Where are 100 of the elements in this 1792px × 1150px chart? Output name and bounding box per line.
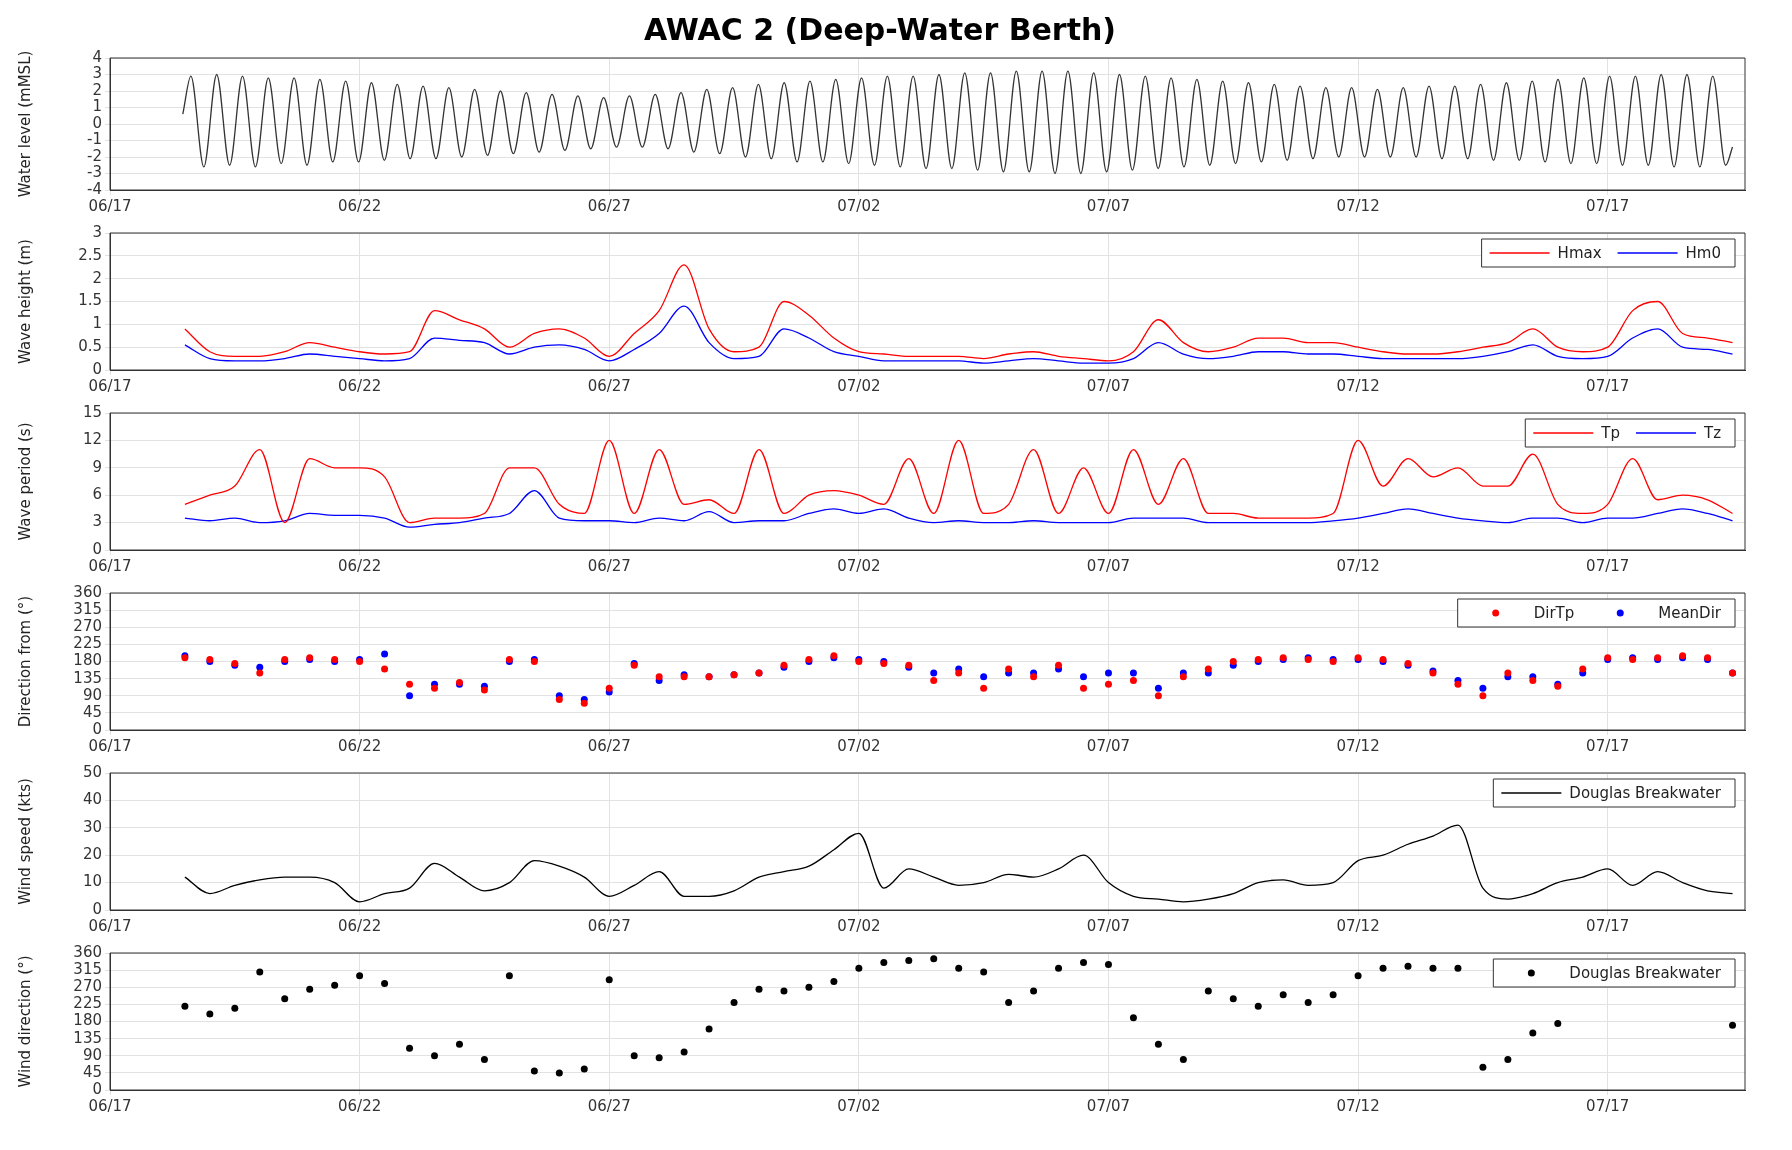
x-tick-label: 07/02 — [837, 556, 881, 575]
x-tick-label: 07/17 — [1586, 556, 1630, 575]
x-tick-label: 06/17 — [88, 556, 132, 575]
y-tick-label: 40 — [82, 790, 102, 809]
x-tick-label: 06/17 — [88, 1096, 132, 1115]
x-tick-label: 07/07 — [1086, 1096, 1131, 1115]
y-tick-label: 90 — [82, 1045, 102, 1064]
y-tick-label: 225 — [73, 634, 102, 653]
legend-label: Douglas Breakwater — [1569, 783, 1722, 802]
x-tick-label: 07/12 — [1336, 376, 1380, 395]
y-axis-title: Direction from (°) — [15, 595, 34, 728]
y-tick-label: 225 — [73, 994, 102, 1013]
y-tick-label: 45 — [82, 702, 102, 721]
y-tick-label: 2.5 — [78, 245, 102, 264]
y-tick-label: 180 — [73, 1011, 102, 1030]
y-tick-label: 50 — [82, 762, 102, 781]
x-tick-label: 06/17 — [88, 196, 132, 215]
x-tick-label: 07/02 — [837, 736, 881, 755]
y-tick-label: 0 — [92, 113, 102, 132]
legend-label: Tz — [1702, 423, 1722, 442]
x-tick-label: 06/22 — [338, 1096, 382, 1115]
x-tick-label: 07/07 — [1086, 556, 1131, 575]
y-tick-label: 4 — [92, 47, 102, 66]
x-tick-label: 07/12 — [1336, 196, 1380, 215]
y-tick-label: -2 — [87, 146, 102, 165]
y-tick-label: 15 — [82, 402, 102, 421]
y-tick-label: 315 — [73, 960, 102, 979]
x-tick-label: 07/17 — [1586, 1096, 1630, 1115]
y-axis-title: Wave height (m) — [15, 239, 34, 364]
y-tick-label: 1 — [92, 314, 102, 333]
y-tick-label: 2 — [92, 80, 102, 99]
y-tick-label: 0 — [92, 719, 102, 738]
y-tick-label: 3 — [92, 222, 102, 241]
y-tick-label: 1 — [92, 97, 102, 116]
x-tick-label: 07/07 — [1086, 736, 1131, 755]
y-tick-label: 2 — [92, 268, 102, 287]
legend-label: Hm0 — [1685, 243, 1721, 262]
x-tick-label: 06/27 — [587, 196, 631, 215]
x-tick-label: 07/02 — [837, 1096, 881, 1115]
x-tick-label: 07/12 — [1336, 916, 1380, 935]
y-tick-label: 6 — [92, 485, 102, 504]
x-tick-label: 07/07 — [1086, 916, 1131, 935]
y-tick-label: 3 — [92, 512, 102, 531]
x-tick-label: 07/12 — [1336, 556, 1380, 575]
x-tick-label: 06/27 — [587, 1096, 631, 1115]
x-tick-label: 07/02 — [837, 196, 881, 215]
x-tick-label: 06/17 — [88, 736, 132, 755]
y-axis-title: Water level (mMSL) — [15, 50, 34, 198]
legend-label: Hmax — [1557, 243, 1602, 262]
x-tick-label: 07/02 — [837, 376, 881, 395]
x-tick-label: 06/22 — [338, 736, 382, 755]
legend-label: Douglas Breakwater — [1569, 963, 1722, 982]
y-tick-label: -3 — [87, 163, 102, 182]
y-tick-label: 90 — [82, 685, 102, 704]
x-tick-label: 06/27 — [587, 916, 631, 935]
y-tick-label: 10 — [82, 872, 102, 891]
y-axis-title: Wind direction (°) — [15, 955, 34, 1088]
x-tick-label: 07/17 — [1586, 736, 1630, 755]
legend-label: DirTp — [1533, 603, 1575, 622]
x-tick-label: 07/12 — [1336, 1096, 1380, 1115]
x-tick-label: 06/27 — [587, 376, 631, 395]
x-tick-label: 07/07 — [1086, 376, 1131, 395]
y-tick-label: 180 — [73, 651, 102, 670]
y-tick-label: 360 — [73, 942, 102, 961]
y-tick-label: 315 — [73, 600, 102, 619]
chart-title: AWAC 2 (Deep-Water Berth) — [643, 11, 1117, 47]
x-tick-label: 06/22 — [338, 196, 382, 215]
x-tick-label: 07/07 — [1086, 196, 1131, 215]
y-tick-label: 135 — [73, 1028, 102, 1047]
x-tick-label: 07/12 — [1336, 736, 1380, 755]
x-tick-label: 06/22 — [338, 556, 382, 575]
y-tick-label: 270 — [73, 617, 102, 636]
y-tick-label: 45 — [82, 1062, 102, 1081]
x-tick-label: 06/17 — [88, 916, 132, 935]
y-tick-label: -1 — [87, 130, 102, 149]
x-tick-label: 06/27 — [587, 736, 631, 755]
y-tick-label: 0 — [92, 539, 102, 558]
legend-label: MeanDir — [1658, 603, 1722, 622]
x-tick-label: 06/27 — [587, 556, 631, 575]
x-tick-label: 07/17 — [1586, 376, 1630, 395]
y-tick-label: 0 — [92, 899, 102, 918]
y-axis-title: Wave period (s) — [15, 422, 34, 541]
y-tick-label: 9 — [92, 457, 102, 476]
legend-label: Tp — [1600, 423, 1620, 442]
y-tick-label: 0 — [92, 1079, 102, 1098]
y-tick-label: -4 — [87, 179, 102, 198]
x-tick-label: 06/22 — [338, 916, 382, 935]
y-tick-label: 0.5 — [78, 337, 102, 356]
y-axis-title: Wind speed (kts) — [15, 778, 34, 905]
y-tick-label: 1.5 — [78, 291, 102, 310]
y-tick-label: 20 — [82, 845, 102, 864]
x-tick-label: 07/17 — [1586, 196, 1630, 215]
y-tick-label: 135 — [73, 668, 102, 687]
x-tick-label: 07/02 — [837, 916, 881, 935]
x-tick-label: 06/17 — [88, 376, 132, 395]
y-tick-label: 3 — [92, 64, 102, 83]
y-tick-label: 360 — [73, 582, 102, 601]
y-tick-label: 12 — [82, 430, 102, 449]
y-tick-label: 0 — [92, 359, 102, 378]
x-tick-label: 06/22 — [338, 376, 382, 395]
